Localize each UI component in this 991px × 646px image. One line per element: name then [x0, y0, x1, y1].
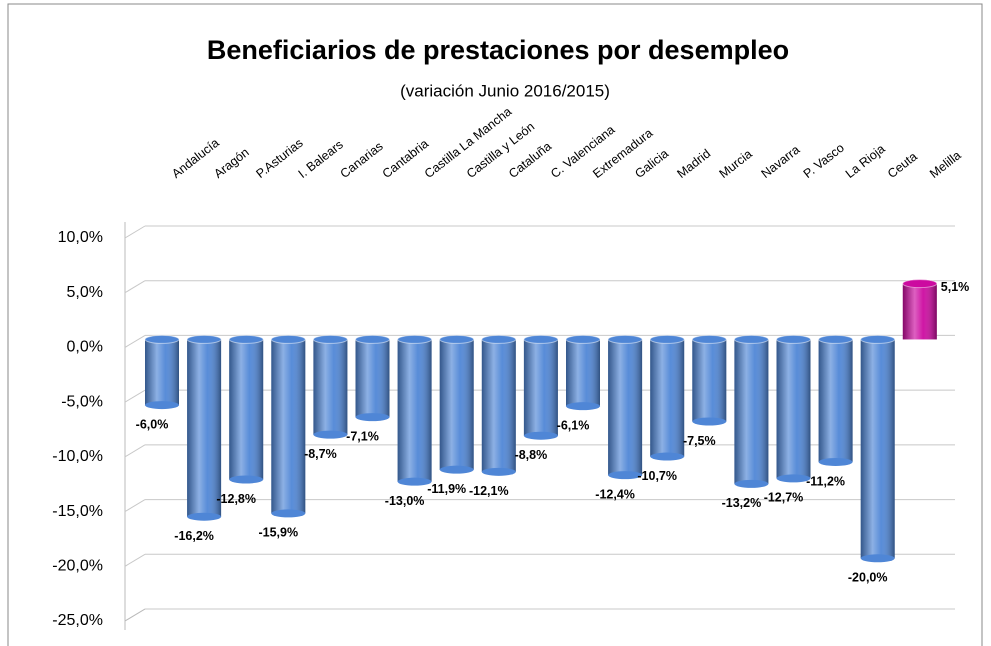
bar-end	[860, 554, 895, 563]
y-tick-label: -10,0%	[52, 448, 103, 465]
value-label: -12,4%	[595, 487, 635, 501]
bar-shade	[776, 339, 811, 479]
grid-line-depth	[124, 334, 146, 348]
value-label: -6,1%	[557, 418, 590, 432]
bar-end	[355, 413, 390, 422]
bar-end	[523, 431, 558, 440]
chart-frame	[7, 3, 983, 646]
value-label: -15,9%	[258, 526, 298, 540]
bar-shade	[566, 339, 600, 407]
y-tick-label: -15,0%	[52, 503, 103, 520]
value-label: -12,7%	[764, 491, 804, 505]
value-label: -6,0%	[136, 417, 169, 431]
bar-shade	[145, 339, 179, 406]
bar-shade	[734, 339, 769, 484]
bar-cap	[733, 334, 769, 344]
bar-end	[734, 479, 769, 488]
value-label: -12,1%	[469, 484, 509, 498]
bar-cap	[228, 334, 264, 344]
value-label: -13,2%	[722, 496, 762, 510]
bar-shade	[818, 339, 853, 462]
bar-shade	[355, 339, 390, 418]
value-label: -11,9%	[427, 482, 466, 496]
bar-cap	[186, 334, 222, 344]
grid-line-depth	[124, 280, 146, 294]
bar-cap	[818, 334, 854, 344]
y-tick-label: 5,0%	[67, 284, 103, 301]
grid-line-depth	[124, 225, 146, 239]
value-label: -13,0%	[385, 494, 425, 508]
bar-end	[776, 474, 811, 483]
value-label: -10,7%	[637, 469, 677, 483]
grid-line-depth	[124, 389, 146, 403]
bar-cap	[481, 334, 517, 344]
bar-cap	[144, 334, 180, 344]
bar-shade	[608, 339, 643, 476]
floor	[124, 608, 146, 622]
bar-cap	[860, 334, 896, 344]
bar-cap	[355, 334, 390, 344]
bar-cap	[439, 334, 475, 344]
bar-cap	[397, 334, 433, 344]
bar-cap	[565, 334, 601, 344]
bar-shade	[439, 339, 474, 470]
bar-end	[566, 402, 600, 411]
bar-end	[608, 471, 643, 480]
bar-cap	[649, 334, 685, 344]
grid-line-depth	[124, 499, 146, 513]
bar-shade	[523, 339, 558, 436]
bar-shade	[187, 339, 222, 517]
value-label: -11,2%	[806, 474, 845, 488]
bar-cap	[776, 334, 811, 344]
bar-cap	[691, 334, 727, 344]
bar-end	[271, 509, 306, 518]
bar-shade	[397, 339, 432, 482]
bar-cap	[523, 334, 559, 344]
value-label: -8,7%	[304, 447, 337, 461]
grid-line-depth	[124, 444, 146, 458]
bar-end	[439, 465, 474, 474]
bar-cap	[312, 334, 348, 344]
y-tick-label: -20,0%	[52, 558, 103, 575]
bar-shade	[313, 339, 348, 435]
bar-end	[481, 467, 516, 476]
bar-cap	[902, 279, 938, 289]
bar-end	[145, 401, 179, 410]
bar-shade	[902, 283, 937, 340]
y-tick-label: -25,0%	[52, 612, 103, 629]
value-label: -12,8%	[216, 492, 256, 506]
bar-end	[229, 475, 264, 484]
y-tick-label: 10,0%	[58, 229, 103, 246]
bar-shade	[650, 339, 685, 457]
bar-shade	[271, 339, 306, 514]
bar-shade	[692, 339, 727, 422]
bar-end	[313, 430, 348, 439]
bar-end	[692, 417, 727, 426]
value-label: -7,5%	[683, 434, 716, 448]
bar-end	[187, 512, 222, 521]
bar-shade	[481, 339, 516, 472]
chart-subtitle: (variación Junio 2016/2015)	[400, 81, 610, 100]
y-tick-label: 0,0%	[67, 339, 103, 356]
bar-shade	[860, 339, 895, 559]
bar-cap	[607, 334, 643, 344]
bar-shade	[229, 339, 264, 480]
chart-title: Beneficiarios de prestaciones por desemp…	[207, 35, 789, 65]
value-label: 5,1%	[941, 280, 970, 294]
bar-end	[397, 477, 432, 486]
value-label: -16,2%	[174, 529, 214, 543]
bar-end	[650, 452, 685, 461]
grid-line-depth	[124, 553, 146, 567]
bar-end	[818, 457, 853, 466]
y-tick-label: -5,0%	[61, 393, 103, 410]
value-label: -7,1%	[346, 429, 379, 443]
value-label: -20,0%	[848, 571, 888, 585]
bar-cap	[270, 334, 306, 344]
value-label: -8,8%	[515, 448, 548, 462]
